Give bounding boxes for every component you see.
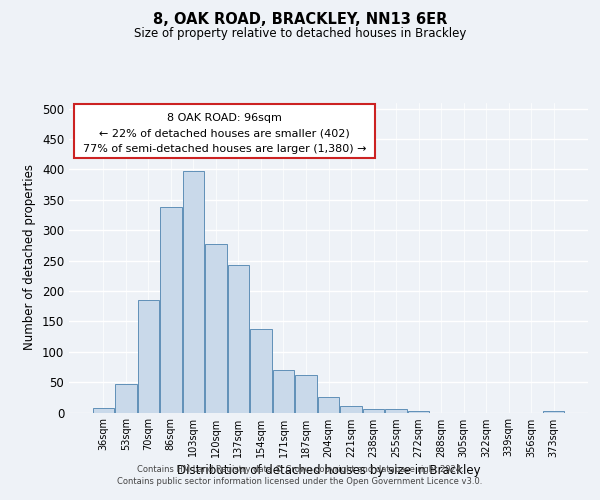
Text: Size of property relative to detached houses in Brackley: Size of property relative to detached ho…: [134, 28, 466, 40]
Bar: [543, 410, 565, 412]
Text: 77% of semi-detached houses are larger (1,380) →: 77% of semi-detached houses are larger (…: [83, 144, 367, 154]
Y-axis label: Number of detached properties: Number of detached properties: [23, 164, 37, 350]
Bar: [273, 370, 294, 412]
Bar: [92, 408, 114, 412]
Bar: [408, 410, 429, 412]
Text: ← 22% of detached houses are smaller (402): ← 22% of detached houses are smaller (40…: [100, 129, 350, 139]
Bar: [182, 170, 204, 412]
Bar: [318, 398, 339, 412]
Text: Contains public sector information licensed under the Open Government Licence v3: Contains public sector information licen…: [118, 477, 482, 486]
Bar: [205, 244, 227, 412]
Bar: [340, 406, 362, 412]
X-axis label: Distribution of detached houses by size in Brackley: Distribution of detached houses by size …: [176, 464, 481, 477]
Text: 8 OAK ROAD: 96sqm: 8 OAK ROAD: 96sqm: [167, 112, 282, 122]
Bar: [115, 384, 137, 412]
Bar: [295, 375, 317, 412]
Bar: [137, 300, 159, 412]
Text: Contains HM Land Registry data © Crown copyright and database right 2024.: Contains HM Land Registry data © Crown c…: [137, 465, 463, 474]
Bar: [250, 329, 272, 412]
Bar: [228, 266, 249, 412]
Bar: [160, 207, 182, 412]
FancyBboxPatch shape: [74, 104, 375, 158]
Text: 8, OAK ROAD, BRACKLEY, NN13 6ER: 8, OAK ROAD, BRACKLEY, NN13 6ER: [153, 12, 447, 28]
Bar: [385, 410, 407, 412]
Bar: [363, 410, 384, 412]
